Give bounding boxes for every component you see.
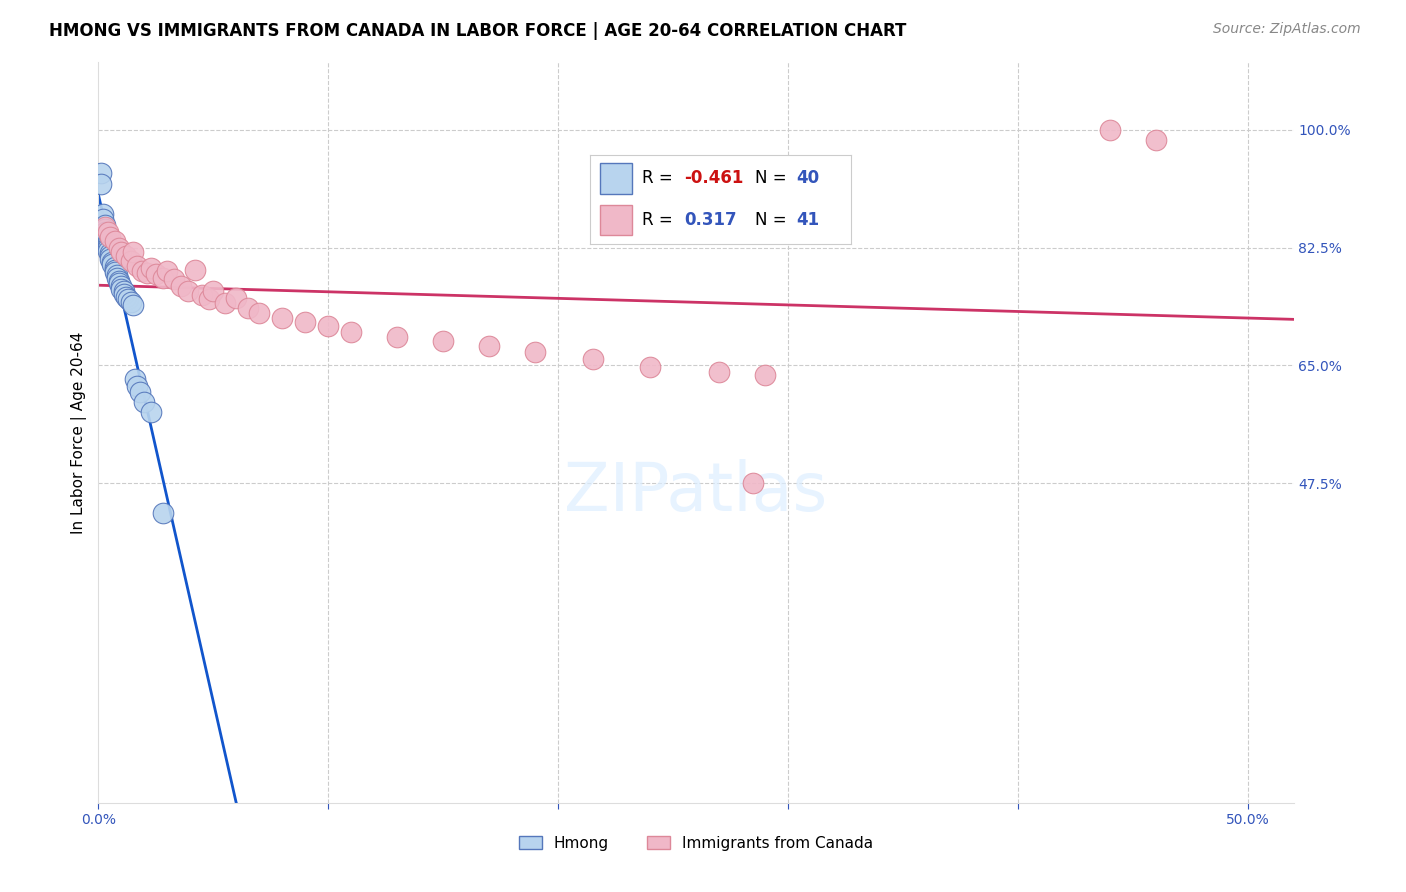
Text: R =: R = — [643, 169, 678, 187]
Text: 40: 40 — [796, 169, 820, 187]
Point — [294, 315, 316, 329]
Point — [135, 266, 157, 280]
Point — [94, 220, 117, 235]
Point — [340, 325, 363, 339]
Point — [105, 270, 128, 285]
Text: R =: R = — [643, 211, 683, 229]
Point — [97, 235, 120, 250]
Point — [94, 219, 117, 233]
Point — [385, 330, 409, 344]
Point — [122, 298, 145, 312]
Point — [120, 295, 142, 310]
Point — [110, 282, 132, 296]
Point — [117, 293, 139, 307]
Point — [108, 276, 131, 290]
Point — [1144, 133, 1167, 147]
Point — [124, 372, 146, 386]
Point — [112, 287, 135, 301]
Point — [94, 232, 117, 246]
Point — [101, 257, 124, 271]
Point — [108, 241, 131, 255]
Text: -0.461: -0.461 — [683, 169, 744, 187]
Y-axis label: In Labor Force | Age 20-64: In Labor Force | Age 20-64 — [72, 332, 87, 533]
Point — [90, 166, 112, 180]
Point — [432, 334, 454, 348]
Text: HMONG VS IMMIGRANTS FROM CANADA IN LABOR FORCE | AGE 20-64 CORRELATION CHART: HMONG VS IMMIGRANTS FROM CANADA IN LABOR… — [49, 22, 907, 40]
Point — [98, 252, 121, 266]
Text: 41: 41 — [796, 211, 820, 229]
Bar — [600, 163, 631, 194]
Point — [214, 296, 236, 310]
Point — [103, 262, 125, 277]
Point — [247, 306, 270, 320]
Point — [163, 272, 186, 286]
Point — [197, 293, 219, 307]
Point — [112, 285, 135, 299]
Point — [127, 378, 149, 392]
Text: 0.317: 0.317 — [683, 211, 737, 229]
Point — [91, 211, 114, 226]
Point — [94, 228, 117, 243]
Point — [271, 311, 294, 326]
Point — [90, 177, 112, 191]
Point — [110, 279, 132, 293]
Point — [103, 260, 125, 274]
Point — [156, 264, 179, 278]
Point — [103, 265, 125, 279]
Point — [581, 351, 603, 366]
Point — [115, 290, 138, 304]
Point — [110, 245, 132, 260]
Point — [98, 230, 121, 244]
Point — [105, 268, 128, 282]
Point — [524, 344, 547, 359]
Point — [127, 259, 149, 273]
Point — [742, 476, 765, 491]
Text: N =: N = — [755, 211, 792, 229]
Point — [98, 246, 121, 260]
Point — [122, 245, 145, 260]
Point — [108, 273, 131, 287]
Point — [145, 268, 167, 282]
Point — [94, 221, 117, 235]
Point — [152, 270, 174, 285]
Bar — [600, 205, 631, 235]
Point — [177, 285, 200, 299]
Point — [170, 279, 193, 293]
Point — [754, 368, 776, 383]
Point — [638, 359, 661, 374]
Text: Source: ZipAtlas.com: Source: ZipAtlas.com — [1213, 22, 1361, 37]
Point — [97, 241, 120, 255]
Point — [141, 260, 163, 275]
Point — [128, 385, 150, 400]
Point — [103, 234, 125, 248]
Legend: Hmong, Immigrants from Canada: Hmong, Immigrants from Canada — [519, 836, 873, 851]
Point — [202, 285, 225, 299]
Point — [316, 319, 339, 334]
Point — [98, 249, 121, 263]
Point — [97, 234, 120, 248]
Point — [131, 264, 153, 278]
Point — [236, 301, 259, 315]
Point — [1098, 122, 1121, 136]
Point — [225, 291, 247, 305]
Point — [97, 244, 120, 258]
Point — [184, 262, 207, 277]
Text: ZIPatlas: ZIPatlas — [564, 458, 828, 524]
Point — [141, 405, 163, 419]
Point — [101, 254, 124, 268]
Point — [97, 225, 120, 239]
Point — [94, 225, 117, 239]
Point — [478, 339, 501, 353]
Point — [152, 507, 174, 521]
Point — [134, 395, 156, 409]
Point — [191, 288, 214, 302]
Text: N =: N = — [755, 169, 792, 187]
Point — [91, 207, 114, 221]
Point — [115, 249, 138, 263]
Point — [120, 254, 142, 268]
Point — [97, 238, 120, 252]
Point — [707, 365, 730, 379]
